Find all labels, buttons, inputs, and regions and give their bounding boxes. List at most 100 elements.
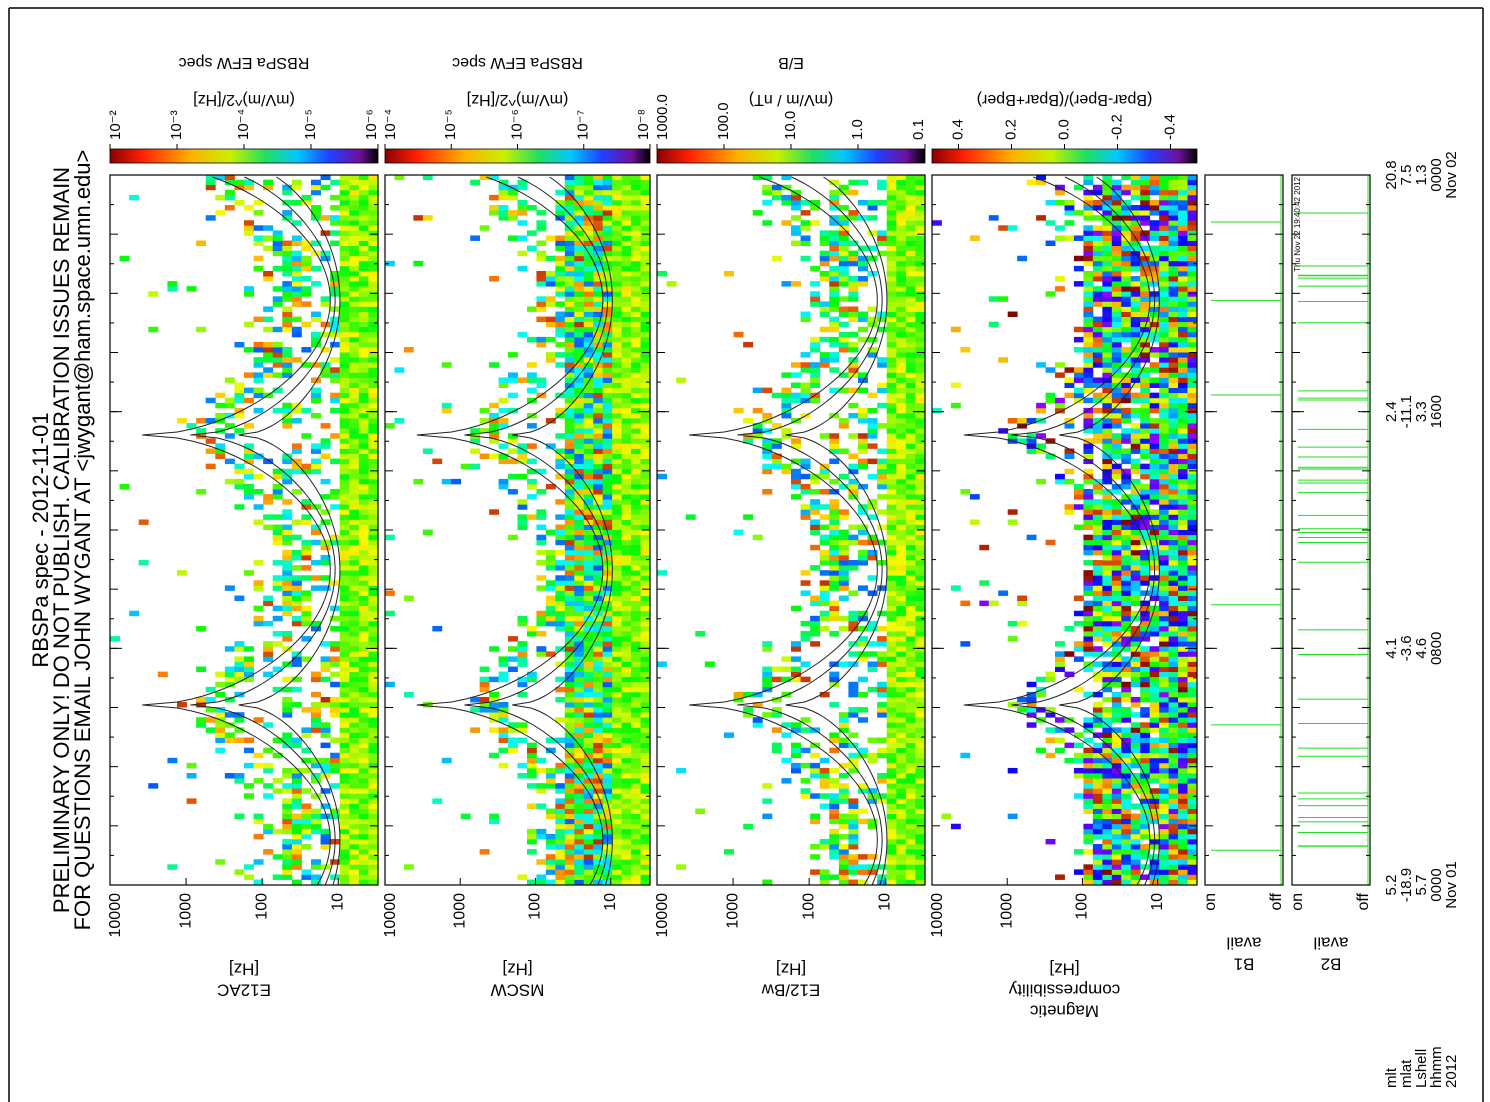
- spectrogram-cell: [887, 499, 897, 504]
- spectrogram-cell: [593, 545, 603, 550]
- spectrogram-cell: [349, 692, 359, 697]
- spectrogram-cell: [555, 286, 565, 291]
- spectrogram-cell: [906, 834, 916, 839]
- spectrogram-cell: [340, 793, 350, 798]
- spectrogram-cell: [263, 783, 273, 788]
- spectrogram-cell: [584, 428, 594, 433]
- spectrogram-cell: [906, 448, 916, 453]
- spectrogram-cell: [631, 758, 641, 763]
- spectrogram-cell: [593, 337, 603, 342]
- spectrogram-cell: [622, 727, 632, 732]
- spectrogram-cell: [1112, 849, 1122, 854]
- spectrogram-cell: [1121, 844, 1131, 849]
- spectrogram-cell: [349, 570, 359, 575]
- spectrogram-cell: [215, 210, 225, 215]
- spectrogram-cell: [321, 727, 331, 732]
- spectrogram-cell: [359, 413, 369, 418]
- spectrogram-cell: [574, 849, 584, 854]
- spectrogram-cell: [906, 454, 916, 459]
- spectrogram-cell: [848, 433, 858, 438]
- spectrogram-cell: [906, 829, 916, 834]
- spectrogram-cell: [1055, 641, 1065, 646]
- spectrogram-cell: [631, 215, 641, 220]
- spectrogram-cell: [187, 763, 197, 768]
- spectrogram-cell: [546, 276, 556, 281]
- spectrogram-cell: [225, 377, 235, 382]
- spectrogram-cell: [574, 844, 584, 849]
- spectrogram-cell: [641, 611, 651, 616]
- spectrogram-cell: [1093, 874, 1103, 879]
- spectrogram-cell: [622, 590, 632, 595]
- spectrogram-cell: [311, 717, 321, 722]
- spectrogram-cell: [612, 377, 622, 382]
- spectrogram-cell: [263, 342, 273, 347]
- spectrogram-cell: [527, 773, 537, 778]
- spectrogram-cell: [641, 423, 651, 428]
- spectrogram-cell: [349, 205, 359, 210]
- spectrogram-cell: [839, 261, 849, 266]
- spectrogram-cell: [480, 408, 490, 413]
- spectrogram-cell: [781, 758, 791, 763]
- spectrogram-cell: [349, 540, 359, 545]
- spectrogram-cell: [858, 869, 868, 874]
- spectrogram-cell: [641, 798, 651, 803]
- spectrogram-cell: [896, 418, 906, 423]
- spectrogram-cell: [254, 408, 264, 413]
- spectrogram-cell: [254, 560, 264, 565]
- spectrogram-cell: [359, 596, 369, 601]
- spectrogram-cell: [1102, 844, 1112, 849]
- spectrogram-cell: [215, 712, 225, 717]
- spectrogram-cell: [829, 509, 839, 514]
- spectrogram-cell: [622, 347, 632, 352]
- spectrogram-cell: [292, 793, 302, 798]
- spectrogram-cell: [1131, 697, 1141, 702]
- spectrogram-cell: [848, 809, 858, 814]
- spectrogram-cell: [1188, 743, 1198, 748]
- spectrogram-cell: [1102, 636, 1112, 641]
- spectrogram-cell: [631, 367, 641, 372]
- colorbar-units: (mV/m)^2/[Hz]: [467, 91, 569, 108]
- spectrogram-cell: [368, 803, 378, 808]
- spectrogram-cell: [829, 525, 839, 530]
- spectrogram-cell: [829, 616, 839, 621]
- spectrogram-cell: [301, 590, 311, 595]
- spectrogram-cell: [340, 763, 350, 768]
- spectrogram-cell: [206, 448, 216, 453]
- spectrogram-cell: [915, 235, 925, 240]
- spectrogram-cell: [887, 738, 897, 743]
- spectrogram-cell: [359, 535, 369, 540]
- spectrogram-cell: [641, 692, 651, 697]
- spectrogram-cell: [368, 403, 378, 408]
- spectrogram-cell: [1178, 641, 1188, 646]
- y-tick-label: 10: [876, 893, 893, 911]
- spectrogram-cell: [574, 717, 584, 722]
- spectrogram-cell: [593, 291, 603, 296]
- spectrogram-cell: [603, 403, 613, 408]
- spectrogram-cell: [829, 814, 839, 819]
- spectrogram-cell: [359, 276, 369, 281]
- spectrogram-cell: [839, 342, 849, 347]
- spectrogram-cell: [1178, 839, 1188, 844]
- spectrogram-cell: [321, 697, 331, 702]
- spectrogram-cell: [622, 342, 632, 347]
- spectrogram-cell: [546, 317, 556, 322]
- spectrogram-cell: [641, 337, 651, 342]
- spectrogram-cell: [896, 474, 906, 479]
- spectrogram-cell: [282, 367, 292, 372]
- spectrogram-cell: [301, 575, 311, 580]
- spectrogram-cell: [887, 454, 897, 459]
- spectrogram-cell: [340, 641, 350, 646]
- spectrogram-cell: [641, 525, 651, 530]
- spectrogram-cell: [915, 225, 925, 230]
- spectrogram-cell: [622, 504, 632, 509]
- spectrogram-cell: [593, 489, 603, 494]
- spectrogram-cell: [263, 514, 273, 519]
- spectrogram-cell: [641, 758, 651, 763]
- spectrogram-cell: [359, 494, 369, 499]
- spectrogram-cell: [565, 256, 575, 261]
- spectrogram-cell: [263, 849, 273, 854]
- spectrogram-cell: [829, 438, 839, 443]
- spectrogram-cell: [584, 596, 594, 601]
- spectrogram-cell: [1093, 707, 1103, 712]
- spectrogram-cell: [527, 829, 537, 834]
